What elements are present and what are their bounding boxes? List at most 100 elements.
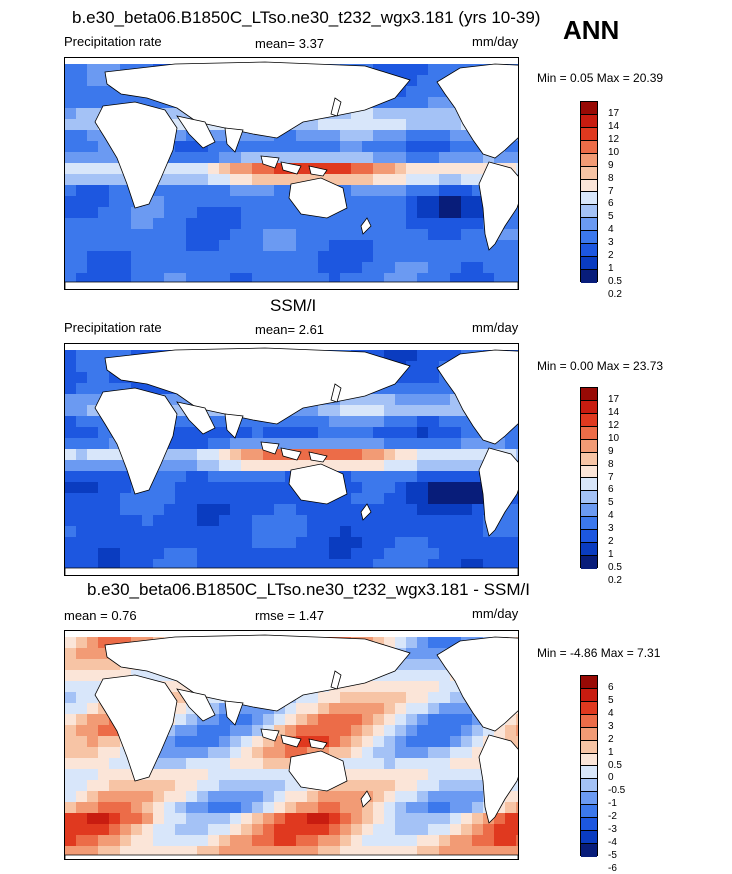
field-cell [296,141,308,153]
field-cell [263,185,275,197]
field-cell [230,482,242,494]
field-cell [186,526,198,538]
field-cell [329,813,341,825]
field-cell [87,846,99,858]
field-cell [142,218,154,230]
colorbar-tick-label: 12 [608,419,620,431]
field-cell [208,251,220,263]
field-cell [164,163,176,175]
field-cell [219,141,231,153]
field-cell [439,174,451,186]
field-cell [241,262,253,274]
field-cell [472,780,484,792]
field-cell [307,152,319,164]
field-cell [175,537,187,549]
field-cell [186,196,198,208]
colorbar-tick-label: 1 [608,746,614,758]
field-cell [109,725,121,737]
field-cell [307,240,319,252]
field-cell [395,813,407,825]
field-cell [505,427,517,439]
field-cell [417,405,429,417]
panel3-map [64,630,519,860]
field-cell [461,218,473,230]
colorbar-swatch [581,530,597,544]
field-cell [417,659,429,671]
field-cell [505,791,517,803]
field-cell [98,372,110,384]
field-cell [230,174,242,186]
land-mass [288,463,348,505]
field-cell [439,229,451,241]
field-cell [87,681,99,693]
field-cell [406,637,418,649]
field-cell [98,725,110,737]
field-cell [406,405,418,417]
field-cell [384,196,396,208]
field-cell [461,251,473,263]
field-cell [373,218,385,230]
field-cell [516,725,518,737]
colorbar-tick-label: 7 [608,471,614,483]
field-cell [230,251,242,263]
field-cell [439,559,451,571]
field-cell [274,262,286,274]
field-cell [65,714,77,726]
field-cell [230,196,242,208]
field-cell [450,471,462,483]
land-mass [104,61,411,139]
land-mass [260,441,280,455]
field-cell [263,515,275,527]
field-cell [439,449,451,461]
field-cell [252,482,264,494]
field-cell [461,229,473,241]
field-cell [516,229,518,241]
field-cell [65,537,77,549]
field-cell [65,659,77,671]
field-cell [142,813,154,825]
field-cell [131,824,143,836]
field-cell [362,526,374,538]
colorbar-tick-label: 6 [608,681,614,693]
field-cell [197,196,209,208]
field-cell [274,769,286,781]
panel2-variable-label: Precipitation rate [64,320,162,335]
field-cell [362,251,374,263]
field-cell [164,515,176,527]
field-cell [384,97,396,109]
land-mass [308,738,328,750]
field-cell [175,692,187,704]
field-cell [219,559,231,571]
field-cell [384,163,396,175]
field-cell [384,548,396,560]
field-cell [373,174,385,186]
field-cell [65,515,77,527]
field-cell [461,714,473,726]
field-cell [76,802,88,814]
field-cell [186,460,198,472]
field-cell [417,218,429,230]
field-cell [241,703,253,715]
field-cell [428,471,440,483]
field-cell [329,460,341,472]
field-cell [340,262,352,274]
field-cell [109,526,121,538]
field-cell [384,526,396,538]
field-cell [98,471,110,483]
field-cell [472,769,484,781]
field-cell [417,526,429,538]
field-cell [252,218,264,230]
field-cell [230,207,242,219]
field-cell [230,240,242,252]
field-cell [65,637,77,649]
field-cell [373,780,385,792]
field-cell [263,174,275,186]
field-cell [516,240,518,252]
colorbar-tick-label: 0.5 [608,759,622,771]
field-cell [362,692,374,704]
field-cell [219,780,231,792]
field-cell [439,427,451,439]
field-cell [109,824,121,836]
field-cell [461,471,473,483]
field-cell [153,824,165,836]
